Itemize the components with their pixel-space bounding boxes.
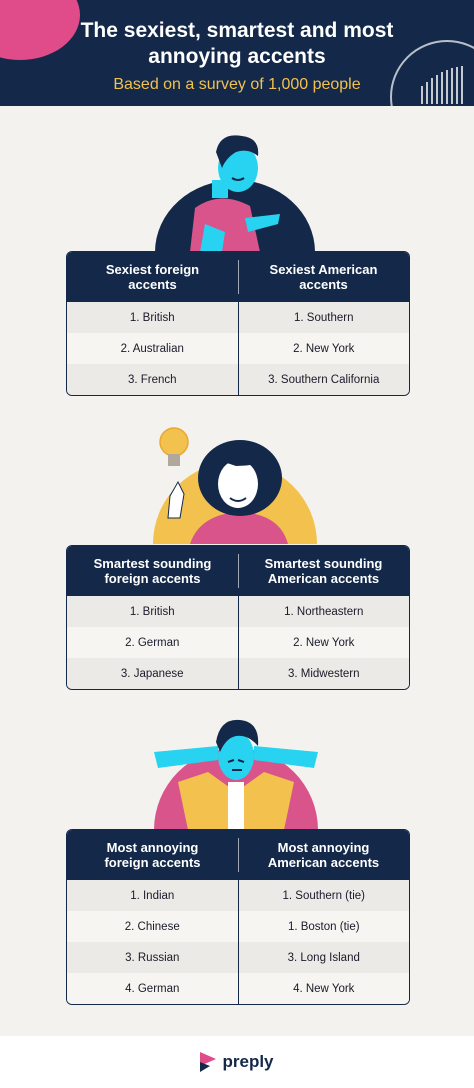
table-cell: 1. Indian: [67, 880, 239, 911]
table-cell: 4. German: [67, 973, 239, 1004]
most-annoying-accents-table: Most annoying foreign accents Most annoy…: [66, 829, 410, 1005]
table-cell: 3. Russian: [67, 942, 239, 973]
column-header-foreign: Most annoying foreign accents: [104, 840, 201, 870]
column-header-foreign: Sexiest foreign accents: [105, 262, 200, 292]
table-row: 2. Chinese 1. Boston (tie): [67, 911, 409, 942]
table-cell: 1. Southern: [294, 311, 354, 324]
column-header-american: Smartest sounding American accents: [264, 556, 383, 586]
table-row: 3. Japanese 3. Midwestern: [67, 658, 409, 689]
page-title: The sexiest, smartest and most annoying …: [0, 18, 474, 70]
table-header: Sexiest foreign accents Sexiest American…: [67, 252, 409, 302]
smartest-accents-table: Smartest sounding foreign accents Smarte…: [66, 545, 410, 690]
page-subtitle: Based on a survey of 1,000 people: [113, 76, 361, 93]
table-cell: 2. German: [67, 627, 239, 658]
header-divider: [238, 554, 239, 588]
table-cell: 2. Australian: [67, 333, 239, 364]
table-header: Most annoying foreign accents Most annoy…: [67, 830, 409, 880]
table-cell: 3. French: [67, 364, 239, 395]
lightbulb-woman-illustration: [153, 427, 317, 544]
table-row: 2. German 2. New York: [67, 627, 409, 658]
table-body: 1. Indian 1. Southern (tie) 2. Chinese 1…: [67, 880, 409, 1004]
column-header-american: Sexiest American accents: [269, 262, 378, 292]
table-row: 3. French 3. Southern California: [67, 364, 409, 395]
table-cell: 1. British: [67, 596, 239, 627]
table-cell: 1. Northeastern: [284, 605, 364, 618]
hatch-lines-icon: [421, 66, 463, 104]
header-divider: [238, 838, 239, 872]
column-header-american: Most annoying American accents: [267, 840, 380, 870]
table-cell: 3. Long Island: [287, 951, 360, 964]
table-cell: 2. New York: [293, 342, 355, 355]
table-cell: 4. New York: [293, 982, 355, 995]
header-banner: The sexiest, smartest and most annoying …: [0, 0, 474, 106]
pointing-man-illustration: [155, 135, 315, 252]
brand-name: preply: [222, 1052, 274, 1071]
table-row: 1. Indian 1. Southern (tie): [67, 880, 409, 911]
table-cell: 3. Midwestern: [287, 667, 360, 680]
table-cell: 3. Southern California: [268, 373, 380, 386]
table-body: 1. British 1. Southern 2. Australian 2. …: [67, 302, 409, 395]
table-cell: 3. Japanese: [67, 658, 239, 689]
column-header-foreign: Smartest sounding foreign accents: [93, 556, 212, 586]
table-cell: 1. British: [67, 302, 239, 333]
header-divider: [238, 260, 239, 294]
table-row: 2. Australian 2. New York: [67, 333, 409, 364]
covering-ears-woman-illustration: [154, 719, 318, 830]
table-header: Smartest sounding foreign accents Smarte…: [67, 546, 409, 596]
table-cell: 1. Southern (tie): [282, 889, 365, 902]
table-cell: 2. New York: [293, 636, 355, 649]
preply-logo-icon: [200, 1052, 217, 1072]
table-body: 1. British 1. Northeastern 2. German 2. …: [67, 596, 409, 689]
title-line-2: annoying accents: [148, 45, 326, 68]
table-row: 1. British 1. Northeastern: [67, 596, 409, 627]
table-cell: 1. Boston (tie): [287, 920, 360, 933]
table-row: 1. British 1. Southern: [67, 302, 409, 333]
table-cell: 2. Chinese: [67, 911, 239, 942]
title-line-1: The sexiest, smartest and most: [80, 19, 394, 42]
sexiest-accents-table: Sexiest foreign accents Sexiest American…: [66, 251, 410, 396]
footer: preply: [0, 1036, 474, 1088]
table-row: 3. Russian 3. Long Island: [67, 942, 409, 973]
table-row: 4. German 4. New York: [67, 973, 409, 1004]
